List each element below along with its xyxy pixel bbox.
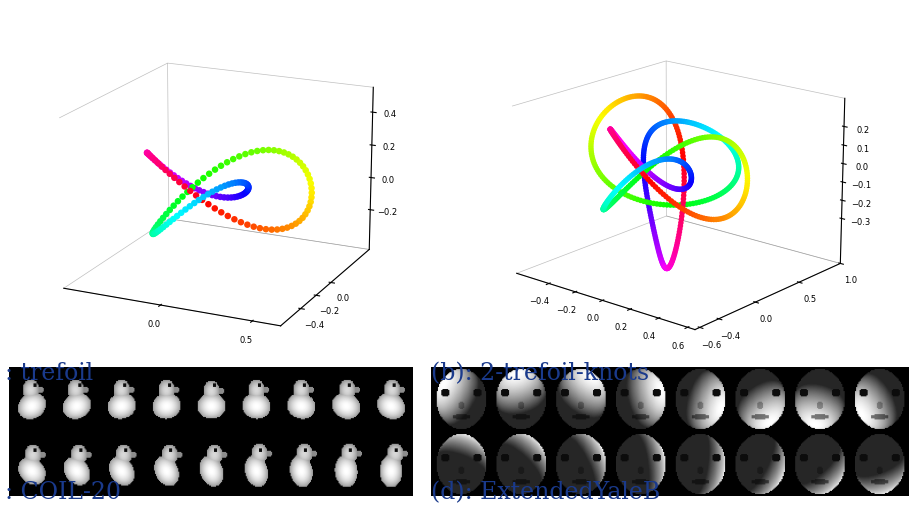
Text: (d): ExtendedYaleB: (d): ExtendedYaleB	[431, 481, 661, 504]
Text: (b): 2-trefoil-knots: (b): 2-trefoil-knots	[431, 362, 650, 385]
Text: : trefoil: : trefoil	[5, 362, 93, 385]
Text: : COIL-20: : COIL-20	[5, 481, 120, 504]
